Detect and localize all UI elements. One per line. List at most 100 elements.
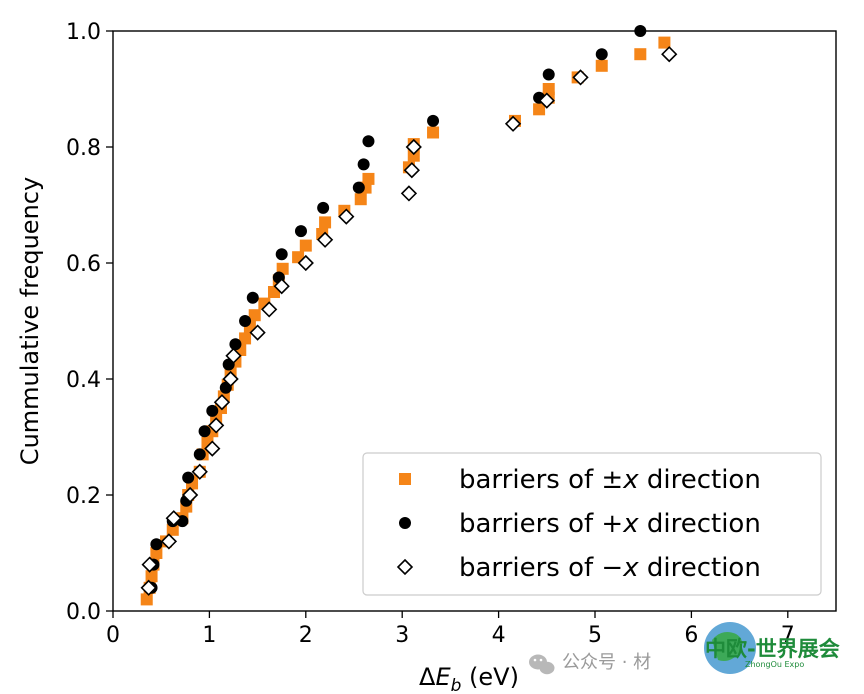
point-square [140,593,153,606]
plot-frame [112,30,837,612]
point-diamond [338,208,355,225]
expo-logo [704,622,756,674]
point-diamond [261,301,278,318]
point-diamond [249,324,266,341]
point-square [239,332,252,345]
point-diamond [297,254,314,272]
x-tick-label: 4 [492,623,506,648]
x-tick-label: 1 [202,623,216,648]
point-circle [206,404,219,417]
legend-label-var: x [622,553,639,583]
legend-marker-diamond [396,558,414,576]
y-tick-label: 0.2 [66,484,101,509]
point-diamond [222,370,239,388]
point-square [533,103,546,116]
point-square [407,149,420,162]
point-square [362,172,375,185]
point-circle [229,338,242,351]
x-tick-label: 3 [395,623,409,648]
legend-marker-circle [399,517,411,529]
point-diamond [208,417,225,434]
watermark-caption: 公众号 · 材 [562,652,651,673]
point-square [595,59,608,72]
legend-label-var: x [622,465,639,495]
point-diamond [165,510,182,527]
x-tick-label: 7 [781,623,795,648]
point-diamond [316,231,334,248]
point-circle [182,471,195,484]
point-square [634,48,647,61]
point-circle [362,135,375,148]
point-diamond [225,347,242,364]
point-diamond [140,579,157,596]
y-axis-title: Cummulative frequency [16,177,44,465]
wechat-icon [529,654,555,675]
legend-box [362,452,822,596]
legend-label: barriers of ±x direction [459,465,761,495]
data-points [140,25,678,606]
point-diamond [213,394,231,411]
point-diamond [405,138,422,156]
watermark: 公众号 · 材 中欧-世界展会 ZhongOu Expo [529,622,840,675]
x-tick-label: 2 [299,623,313,648]
point-diamond [160,533,178,550]
point-circle [150,538,163,551]
point-square [299,239,312,252]
point-circle [193,448,206,461]
point-circle [246,291,259,304]
legend-marker-square [399,473,411,485]
point-square [658,36,671,49]
point-square [319,216,332,229]
watermark-brand-sub: ZhongOu Expo [745,660,804,669]
legend-label-suffix: direction [639,509,761,539]
y-tick-label: 1.0 [66,20,101,45]
point-square [354,193,367,206]
legend-label: barriers of −x direction [459,553,761,583]
point-diamond [403,162,420,179]
point-diamond [191,463,208,480]
point-circle [357,158,370,171]
point-diamond [141,556,158,573]
point-square [427,126,440,139]
point-circle [542,68,555,81]
point-circle [239,315,252,327]
point-circle [275,248,288,261]
y-tick-label: 0.4 [66,368,101,393]
x-tick-label: 6 [684,623,698,648]
point-circle [317,201,330,214]
legend-label-suffix: direction [639,553,761,583]
axis-ticks: 0 1 2 3 4 5 6 7 0.0 0.2 0.4 0.6 0.8 1.0 [66,20,795,648]
x-tick-label: 5 [588,623,602,648]
x-axis-title: ΔEb (eV) [419,663,519,694]
point-diamond [661,46,678,63]
point-square [248,309,261,322]
y-tick-label: 0.6 [66,252,101,277]
legend-label-prefix: barriers of + [459,509,623,539]
point-square [542,83,555,95]
point-square [166,523,179,536]
legend-label-prefix: barriers of − [459,553,623,583]
point-square [145,570,158,583]
point-diamond [273,278,290,295]
point-circle [352,181,365,194]
point-diamond [181,486,199,504]
legend-label-var: x [622,509,639,539]
point-square [150,547,163,559]
x-tick-label: 0 [106,623,120,648]
point-circle [595,48,608,61]
y-tick-label: 0.0 [66,600,101,625]
point-diamond [572,69,589,86]
y-tick-label: 0.8 [66,136,101,161]
legend-label-suffix: direction [639,465,761,495]
point-diamond [400,185,418,202]
point-circle [198,425,211,438]
point-circle [427,114,440,127]
point-diamond [204,440,221,457]
legend-label-prefix: barriers of ± [459,465,623,495]
point-diamond [504,115,522,132]
legend-label: barriers of +x direction [459,509,761,539]
point-diamond [538,92,555,109]
